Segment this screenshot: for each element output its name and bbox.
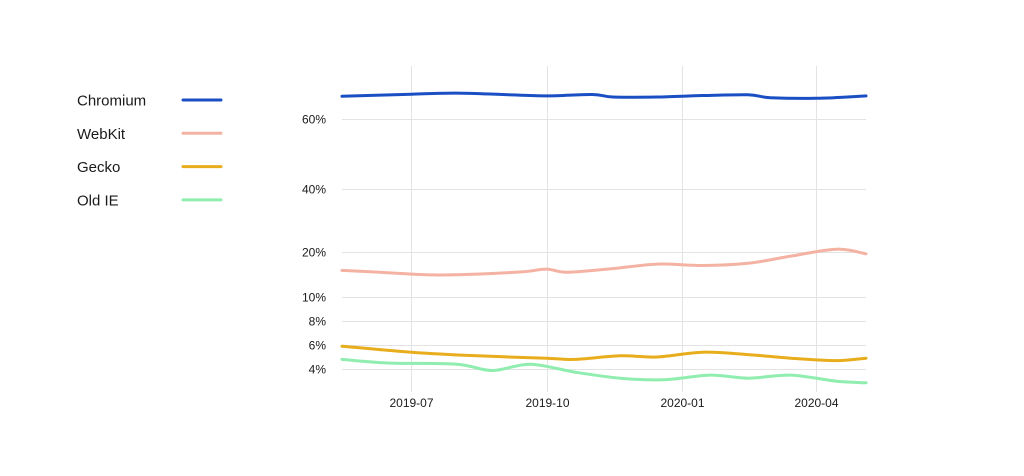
- y-tick-label: 20%: [302, 246, 326, 260]
- x-tick-label: 2019-10: [525, 396, 569, 410]
- y-tick-label: 8%: [309, 315, 327, 329]
- y-tick-label: 10%: [302, 291, 326, 305]
- y-axis-ticks: 4% 6% 8% 10% 20% 40% 60%: [302, 113, 326, 377]
- legend-label-chromium: Chromium: [77, 93, 146, 110]
- y-tick-label: 40%: [302, 183, 326, 197]
- legend-label-webkit: WebKit: [77, 126, 126, 143]
- legend-label-gecko: Gecko: [77, 159, 120, 176]
- series-lines: [340, 91, 868, 385]
- series-line-webkit: [340, 247, 868, 277]
- y-tick-label: 4%: [309, 363, 327, 377]
- x-axis-ticks: 2019-07 2019-10 2020-01 2020-04: [389, 396, 838, 410]
- series-line-old-ie: [340, 357, 868, 385]
- y-tick-label: 60%: [302, 113, 326, 127]
- legend-label-old-ie: Old IE: [77, 192, 119, 209]
- grid: [342, 66, 866, 392]
- legend: Chromium WebKit Gecko Old IE: [77, 93, 223, 209]
- y-tick-label: 6%: [309, 339, 327, 353]
- series-line-chromium: [340, 91, 868, 100]
- x-tick-label: 2019-07: [389, 396, 433, 410]
- series-line-gecko: [340, 344, 868, 363]
- x-tick-label: 2020-04: [794, 396, 838, 410]
- x-tick-label: 2020-01: [660, 396, 704, 410]
